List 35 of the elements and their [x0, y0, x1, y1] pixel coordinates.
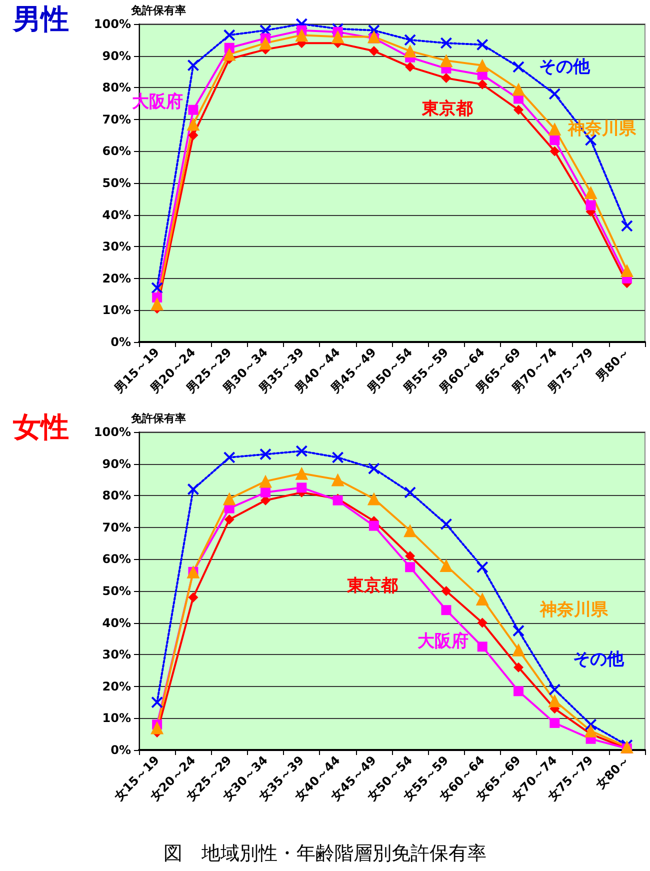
- series-label: その他: [573, 650, 626, 670]
- y-tick-label: 50%: [102, 176, 131, 190]
- y-tick-label: 0%: [110, 335, 131, 349]
- y-tick-label: 100%: [94, 425, 131, 439]
- y-tick-label: 10%: [102, 303, 131, 318]
- y-tick-label: 100%: [94, 17, 131, 31]
- series-label: 大阪府: [417, 632, 468, 652]
- y-tick-label: 60%: [102, 552, 131, 566]
- y-tick-label: 60%: [102, 144, 131, 158]
- chart-title: 男性: [12, 2, 69, 36]
- y-axis-title: 免許保有率: [130, 412, 186, 425]
- y-tick-label: 70%: [102, 520, 131, 534]
- y-axis-title: 免許保有率: [130, 4, 186, 17]
- y-tick-label: 10%: [102, 711, 131, 726]
- x-tick-label: 男80～: [592, 345, 632, 384]
- y-tick-label: 0%: [110, 743, 131, 757]
- y-tick-label: 40%: [102, 208, 131, 222]
- series-label: 東京都: [346, 576, 398, 596]
- series-label: 東京都: [420, 98, 473, 119]
- y-tick-label: 40%: [102, 616, 131, 630]
- y-tick-label: 80%: [102, 80, 131, 95]
- text: 図 地域別性・年齢階層別免許保有率: [164, 842, 486, 864]
- series-label: 神奈川県: [539, 600, 609, 620]
- y-tick-label: 50%: [102, 584, 131, 598]
- series-label: その他: [539, 56, 591, 77]
- y-tick-label: 20%: [102, 271, 131, 286]
- y-tick-label: 90%: [102, 48, 131, 63]
- y-tick-label: 20%: [102, 679, 131, 694]
- y-tick-label: 70%: [102, 112, 131, 126]
- x-tick-label: 女80～: [592, 753, 632, 792]
- y-tick-label: 30%: [102, 240, 131, 254]
- y-tick-label: 90%: [102, 456, 131, 471]
- y-tick-label: 30%: [102, 648, 131, 662]
- y-tick-label: 80%: [102, 488, 131, 503]
- chart-title: 女性: [12, 410, 69, 444]
